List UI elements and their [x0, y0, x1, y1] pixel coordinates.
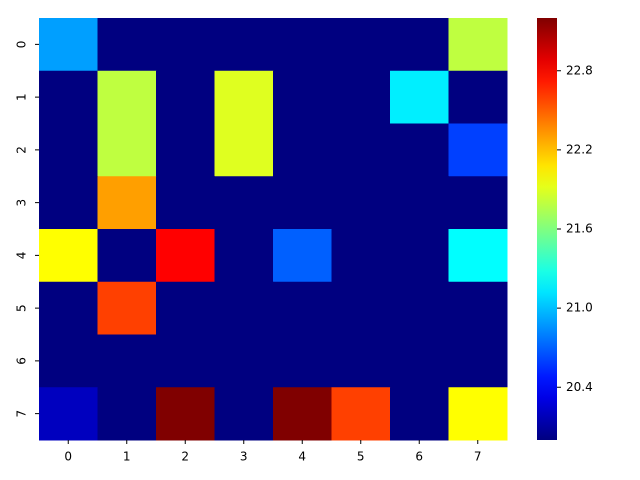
heatmap-cell: [448, 123, 508, 177]
heatmap-cell: [448, 387, 508, 441]
heatmap-cell: [448, 70, 508, 124]
heatmap-cell: [331, 176, 391, 230]
heatmap-cell: [390, 123, 449, 177]
heatmap-cell: [156, 70, 215, 124]
heatmap-cell: [448, 229, 508, 283]
heatmap-cell: [97, 176, 157, 230]
heatmap-cell: [39, 176, 98, 230]
heatmap-cell: [390, 281, 449, 335]
heatmap-cell: [156, 229, 215, 283]
heatmap-cell: [156, 123, 215, 177]
heatmap-cell: [273, 70, 332, 124]
heatmap-cell: [97, 70, 157, 124]
heatmap-cell: [39, 334, 98, 388]
heatmap-cell: [39, 70, 98, 124]
heatmap-cell: [390, 387, 449, 441]
y-tick-label: 2: [15, 146, 29, 154]
heatmap-cell: [390, 18, 449, 72]
heatmap-cell: [156, 281, 215, 335]
y-tick-label: 1: [15, 93, 29, 101]
heatmap-cell: [214, 176, 274, 230]
heatmap-cell: [448, 176, 508, 230]
x-tick-label: 3: [240, 450, 248, 464]
heatmap-cell: [97, 229, 157, 283]
heatmap-cell: [448, 18, 508, 72]
x-tick-label: 2: [181, 450, 189, 464]
colorbar: [537, 18, 557, 440]
x-tick-label: 0: [64, 450, 72, 464]
heatmap-cell: [39, 281, 98, 335]
heatmap-cell: [39, 18, 98, 72]
x-tick-label: 7: [474, 450, 482, 464]
heatmap-cell: [331, 229, 391, 283]
heatmap-cell: [331, 18, 391, 72]
y-tick-label: 3: [15, 199, 29, 207]
heatmap-cell: [214, 229, 274, 283]
heatmap-cell: [448, 281, 508, 335]
heatmap-cell: [214, 70, 274, 124]
x-tick-label: 5: [357, 450, 365, 464]
x-tick-label: 1: [123, 450, 131, 464]
colorbar-tick-label: 21.6: [566, 222, 593, 236]
heatmap-cell: [331, 70, 391, 124]
heatmap-cell: [273, 176, 332, 230]
heatmap-cell: [214, 281, 274, 335]
heatmap-cell: [39, 229, 98, 283]
heatmap-cell: [273, 334, 332, 388]
heatmap-cell: [273, 387, 332, 441]
y-tick-label: 5: [15, 304, 29, 312]
heatmap-cell: [214, 123, 274, 177]
colorbar-tick-label: 22.2: [566, 142, 593, 156]
heatmap-cell: [390, 334, 449, 388]
heatmap-cell: [331, 334, 391, 388]
heatmap-cell: [331, 281, 391, 335]
y-tick-label: 4: [15, 252, 29, 260]
heatmap-cell: [214, 334, 274, 388]
y-tick-label: 7: [15, 410, 29, 418]
y-tick-label: 6: [15, 357, 29, 365]
heatmap-cell: [390, 176, 449, 230]
heatmap-cell: [156, 387, 215, 441]
heatmap-cell: [156, 334, 215, 388]
heatmap-cell: [156, 176, 215, 230]
heatmap-cell: [97, 387, 157, 441]
heatmap-cell: [156, 18, 215, 72]
heatmap-cell: [214, 387, 274, 441]
heatmap-cell: [97, 334, 157, 388]
heatmap-cell: [97, 281, 157, 335]
colorbar-tick-label: 20.4: [566, 380, 593, 394]
heatmap-cell: [273, 18, 332, 72]
heatmap-cell: [273, 229, 332, 283]
x-tick-label: 6: [415, 450, 423, 464]
heatmap-cell: [97, 18, 157, 72]
heatmap-cell: [273, 281, 332, 335]
heatmap-cell: [273, 123, 332, 177]
colorbar-tick-label: 22.8: [566, 63, 593, 77]
heatmap-cell: [390, 70, 449, 124]
colorbar-tick-label: 21.0: [566, 301, 593, 315]
x-tick-label: 4: [298, 450, 306, 464]
heatmap-cell: [331, 387, 391, 441]
heatmap-cell: [448, 334, 508, 388]
heatmap-cell: [39, 387, 98, 441]
heatmap-cell: [390, 229, 449, 283]
y-tick-label: 0: [15, 41, 29, 49]
heatmap-cell: [39, 123, 98, 177]
heatmap-cell: [97, 123, 157, 177]
heatmap-cell: [331, 123, 391, 177]
heatmap-cell: [214, 18, 274, 72]
